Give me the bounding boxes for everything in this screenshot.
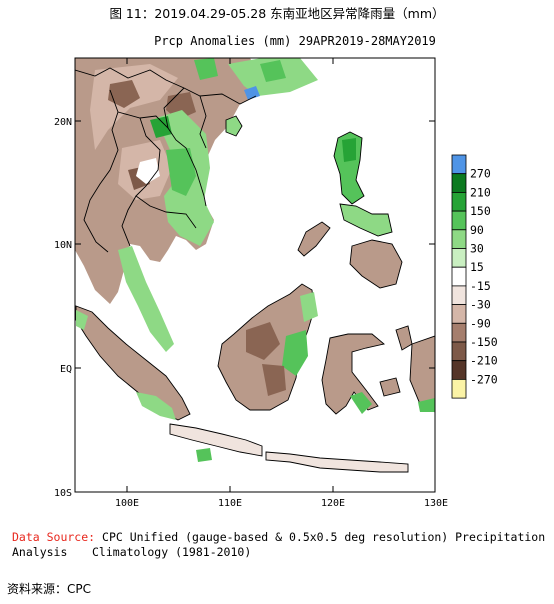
- colorbar-label: -150: [470, 335, 498, 349]
- data-source-label: Data Source:: [12, 530, 96, 544]
- colorbar-swatch: [451, 154, 467, 175]
- map-frame: [74, 57, 436, 493]
- moluccas-island: [379, 377, 401, 397]
- mainland-wet-zone: [166, 148, 196, 196]
- lat-label-eq: EQ: [60, 364, 72, 375]
- java-island: [169, 423, 263, 457]
- data-source-line1: CPC Unified (gauge-based & 0.5x0.5 deg r…: [12, 530, 546, 559]
- credit-line: 资料来源：CPC: [7, 582, 91, 596]
- colorbar-label: -210: [470, 354, 498, 368]
- colorbar-swatch: [451, 322, 467, 343]
- colorbar-swatch: [451, 378, 467, 399]
- map-title: Prcp Anomalies (mm) 29APR2019-28MAY2019: [154, 34, 436, 48]
- colorbar-swatch: [451, 191, 467, 212]
- colorbar-swatch: [451, 210, 467, 231]
- lon-label-130e: 130E: [424, 498, 448, 509]
- lon-label-100e: 100E: [115, 498, 139, 509]
- near-normal-patch: [136, 158, 160, 184]
- data-source: Data Source: CPC Unified (gauge-based & …: [12, 530, 552, 560]
- mainland-region: [75, 58, 262, 304]
- colorbar-label: 210: [470, 185, 491, 199]
- colorbar-label: -270: [470, 372, 498, 386]
- visayas-islands: [339, 203, 393, 237]
- colorbar: 270 210 150 90 30 15 -15 -30 -90 -150 -210 -270: [451, 154, 498, 399]
- colorbar-swatch: [451, 229, 467, 249]
- strong-deficit-patch: [108, 80, 140, 108]
- colorbar-label: 15: [470, 260, 484, 274]
- mindanao-island: [349, 239, 403, 289]
- lat-label-20n: 20N: [54, 117, 72, 128]
- luzon-strong-wet: [342, 138, 356, 162]
- borneo-deficit-patch: [262, 364, 286, 396]
- lon-label-110e: 110E: [218, 498, 242, 509]
- colorbar-swatch: [451, 285, 467, 305]
- borneo-wet-zone: [300, 292, 318, 322]
- figure-title: 图 11：2019.04.29-05.28 东南亚地区异常降雨量（mm）: [109, 6, 445, 21]
- hainan-island: [225, 115, 243, 137]
- malay-peninsula: [118, 246, 174, 352]
- mainland-wet-zone: [194, 58, 218, 80]
- colorbar-label: -30: [470, 298, 491, 312]
- colorbar-swatch: [451, 173, 467, 193]
- colorbar-swatch: [451, 360, 467, 380]
- colorbar-label: 270: [470, 167, 491, 181]
- colorbar-label: 150: [470, 204, 491, 218]
- palawan-island: [297, 221, 331, 257]
- colorbar-label: 90: [470, 223, 484, 237]
- map-field: [75, 58, 435, 473]
- borneo-wet-zone: [282, 330, 308, 376]
- colorbar-label: -15: [470, 279, 491, 293]
- colorbar-label: 30: [470, 242, 484, 256]
- mainland-wet-zone: [260, 60, 286, 82]
- lat-label-10s: 10S: [54, 488, 72, 499]
- colorbar-swatch: [451, 304, 467, 324]
- moluccas-wet-zone: [418, 398, 435, 412]
- lat-label-10n: 10N: [54, 240, 72, 251]
- borneo-deficit-patch: [246, 322, 280, 360]
- sumatra-island: [75, 305, 191, 421]
- sulawesi-wet-zone: [350, 392, 372, 414]
- sulawesi-island: [321, 333, 385, 415]
- colorbar-swatch: [451, 266, 467, 287]
- colorbar-swatch: [451, 341, 467, 362]
- luzon-island: [333, 131, 365, 205]
- colorbar-swatch: [451, 248, 467, 268]
- colorbar-label: -90: [470, 316, 491, 330]
- data-source-line2: Climatology (1981-2010): [92, 545, 252, 559]
- border-lines: [75, 67, 257, 253]
- sumatra-wet-zone: [136, 392, 176, 420]
- axis-ticks: [75, 58, 435, 492]
- lon-label-120e: 120E: [321, 498, 345, 509]
- sumatra-wet-zone: [76, 310, 88, 330]
- java-wet-zone: [196, 448, 212, 462]
- lesser-sunda-islands: [265, 451, 409, 473]
